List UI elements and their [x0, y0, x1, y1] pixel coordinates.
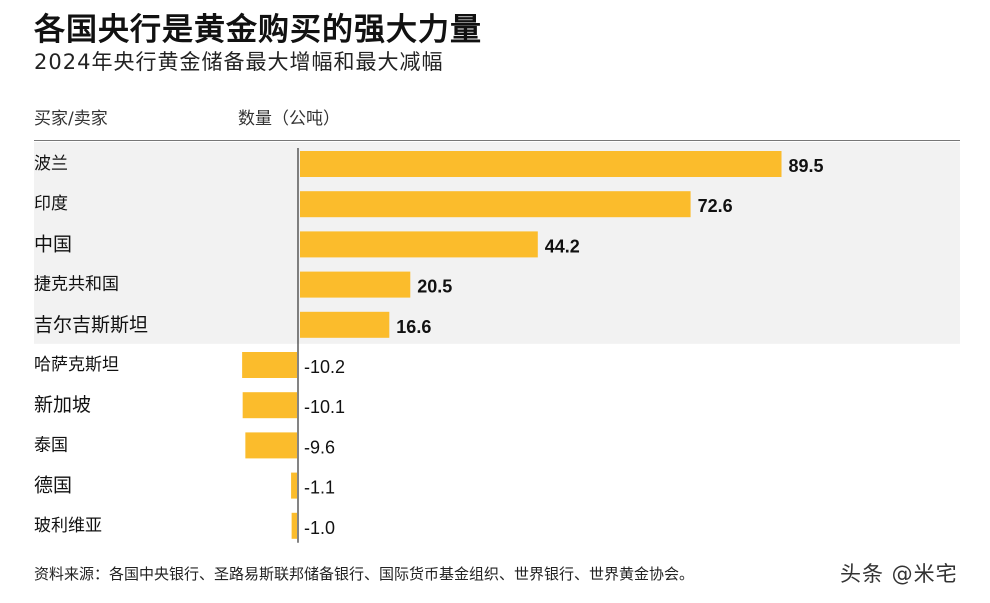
- bar: [300, 231, 538, 258]
- category-label: 印度: [34, 194, 68, 214]
- column-header-buyer-seller: 买家/卖家: [34, 109, 108, 129]
- bar: [300, 311, 390, 338]
- category-label: 吉尔吉斯斯坦: [34, 314, 148, 336]
- watermark: 头条 @米宅: [840, 562, 958, 586]
- bar: [245, 432, 297, 459]
- data-label: -10.1: [304, 397, 345, 417]
- category-label: 新加坡: [34, 394, 91, 416]
- category-label: 玻利维亚: [34, 516, 102, 536]
- column-header-quantity: 数量（公吨）: [238, 109, 340, 129]
- bar: [242, 392, 297, 419]
- bar: [300, 191, 691, 218]
- chart-subtitle: 2024年央行黄金储备最大增幅和最大减幅: [34, 50, 444, 74]
- bar: [242, 352, 297, 378]
- data-label: -9.6: [304, 437, 335, 457]
- source-note: 资料来源：各国中央银行、圣路易斯联邦储备银行、国际货币基金组织、世界银行、世界黄…: [34, 565, 695, 583]
- data-label: 20.5: [417, 277, 452, 297]
- bar: [300, 151, 782, 177]
- header-divider: [34, 140, 960, 141]
- data-label: -1.1: [304, 478, 335, 498]
- data-label: 16.6: [396, 317, 431, 337]
- category-label: 中国: [34, 233, 72, 255]
- category-label: 捷克共和国: [34, 275, 119, 295]
- category-label: 哈萨克斯坦: [34, 355, 119, 375]
- data-label: 44.2: [545, 236, 580, 256]
- data-label: 72.6: [698, 196, 733, 216]
- bar: [291, 472, 297, 499]
- bar: [300, 271, 411, 298]
- data-label: -10.2: [304, 357, 345, 377]
- category-label: 波兰: [34, 154, 68, 174]
- data-label: 89.5: [789, 156, 824, 176]
- data-label: -1.0: [304, 518, 335, 538]
- bar: [291, 512, 297, 539]
- category-label: 德国: [34, 475, 72, 497]
- chart-title: 各国央行是黄金购买的强大力量: [34, 12, 482, 48]
- category-label: 泰国: [34, 435, 68, 455]
